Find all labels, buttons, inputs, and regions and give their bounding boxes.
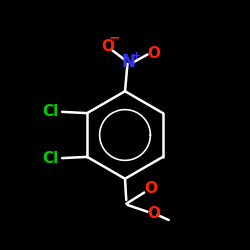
Text: N: N xyxy=(122,53,136,71)
Text: O: O xyxy=(147,206,160,221)
Text: Cl: Cl xyxy=(43,104,59,119)
Text: O: O xyxy=(147,46,160,61)
Text: +: + xyxy=(132,51,141,61)
Text: −: − xyxy=(108,30,120,44)
Text: O: O xyxy=(101,39,114,54)
Text: O: O xyxy=(144,181,157,196)
Text: Cl: Cl xyxy=(43,151,59,166)
